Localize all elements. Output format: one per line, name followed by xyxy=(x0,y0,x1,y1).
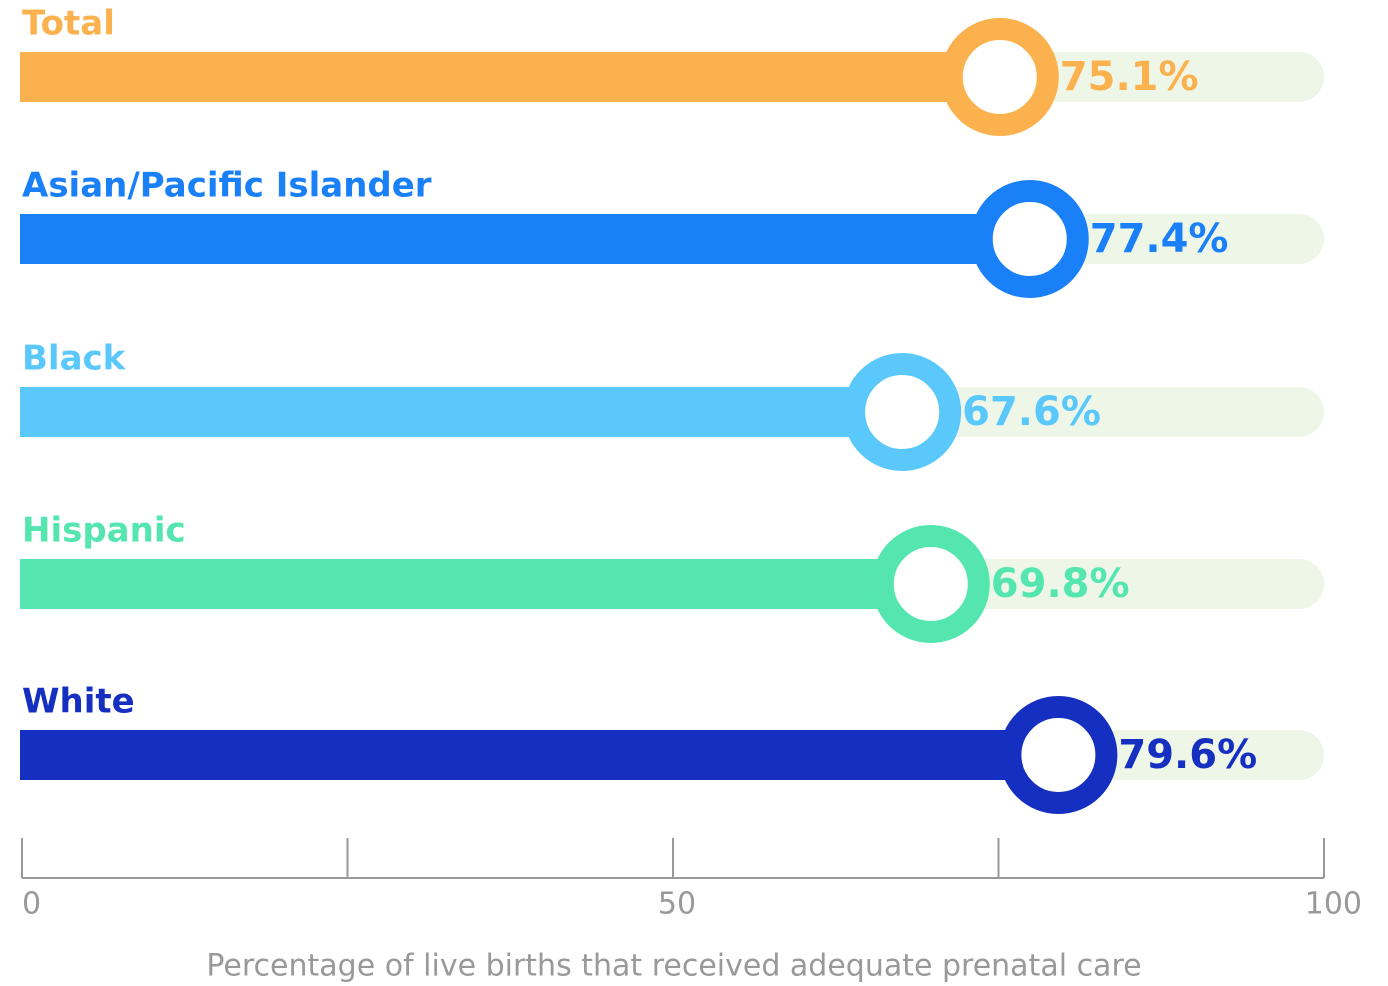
bar-end-marker xyxy=(940,18,1059,136)
bar xyxy=(20,214,1030,264)
value-label: 69.8% xyxy=(991,561,1130,607)
bar xyxy=(20,559,931,609)
track xyxy=(1058,730,1324,780)
bar-end-marker xyxy=(970,180,1089,298)
category-label: Asian/Pacific Islander xyxy=(22,166,432,206)
track xyxy=(1029,214,1324,264)
x-axis-title: Percentage of live births that received … xyxy=(206,949,1141,984)
bar xyxy=(20,387,903,437)
category-label: White xyxy=(22,682,135,722)
bar xyxy=(20,730,1059,780)
category-label: Black xyxy=(22,339,127,379)
x-tick-label: 100 xyxy=(1305,887,1362,922)
category-label: Hispanic xyxy=(22,511,186,551)
track xyxy=(902,387,1324,437)
bar-end-marker xyxy=(843,353,962,471)
bar xyxy=(20,52,1000,102)
track xyxy=(999,52,1324,102)
bar-end-marker xyxy=(871,525,990,643)
x-tick-label: 50 xyxy=(658,887,696,922)
value-label: 79.6% xyxy=(1118,732,1257,778)
track xyxy=(930,559,1324,609)
bar-end-marker xyxy=(999,696,1118,814)
category-label: Total xyxy=(22,4,115,44)
value-label: 67.6% xyxy=(962,389,1101,435)
x-tick-label: 0 xyxy=(22,887,41,922)
value-label: 75.1% xyxy=(1060,54,1199,100)
value-label: 77.4% xyxy=(1090,216,1229,262)
